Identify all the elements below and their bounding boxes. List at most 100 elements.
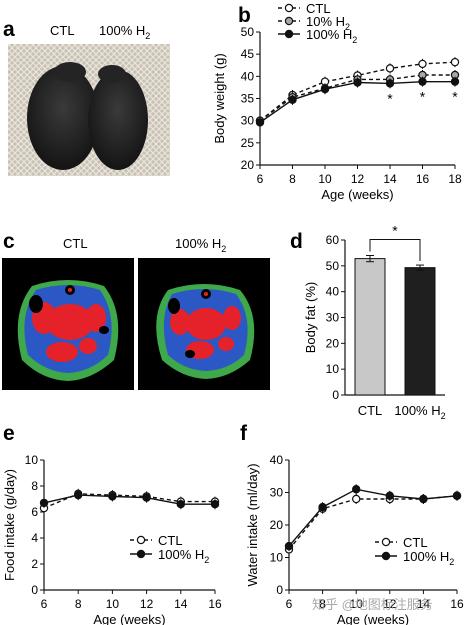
x-category-label-0: CTL (358, 403, 383, 418)
y-tick-label: 50 (326, 259, 340, 273)
panel-c: c CTL 100% H2 (2, 230, 270, 390)
panel-f-letter: f (240, 422, 248, 445)
x-tick-label: 10 (318, 172, 332, 186)
series-line-0 (43, 493, 215, 509)
series-line-1 (43, 494, 215, 505)
legend-label-0: CTL (158, 533, 183, 548)
x-category-label-1-main: 100% H (394, 403, 440, 418)
x-axis-label: Age (weeks) (321, 187, 393, 202)
y-tick-label: 45 (241, 47, 255, 61)
x-category-label-1-sub: 2 (441, 411, 446, 421)
panel-f: f 0 10 20 30 40 6 8 10 12 14 16 Age (weeks) Water in… (240, 422, 464, 625)
series-line-0 (288, 495, 458, 550)
data-point (450, 57, 460, 67)
significance-star: * (420, 89, 426, 105)
legend-label-0: CTL (306, 1, 331, 16)
y-tick-label: 2 (31, 557, 38, 571)
x-tick-label: 12 (351, 172, 365, 186)
legend-label-1-sub: 2 (345, 22, 350, 32)
x-tick-label: 8 (75, 597, 82, 611)
panel-c-label-h2-main: 100% H (175, 236, 221, 251)
y-tick-label: 50 (241, 25, 255, 39)
y-tick-label: 30 (326, 311, 340, 325)
legend-marker-0 (136, 535, 146, 545)
y-tick-label: 30 (270, 486, 284, 500)
y-tick-label: 10 (25, 453, 39, 467)
panel-e: e 0 2 4 6 8 10 6 8 10 12 14 16 Age (weeks) Food intak… (2, 422, 222, 625)
data-point (385, 79, 395, 88)
panel-e-letter: e (3, 422, 15, 445)
mouse-h2-photo (88, 70, 148, 170)
x-tick-label: 12 (140, 597, 154, 611)
x-tick-label: 14 (174, 597, 188, 611)
x-tick-label: 14 (383, 172, 397, 186)
panel-c-label-ctl: CTL (63, 236, 88, 251)
legend-label-0: CTL (403, 535, 428, 550)
x-tick-label: 14 (417, 597, 431, 611)
y-axis-label: Water intake (ml/day) (245, 463, 260, 586)
mouse-ctl-head (54, 62, 86, 82)
panel-a-label-h2: 100% H2 (99, 23, 150, 41)
y-tick-label: 20 (326, 336, 340, 350)
bar-1 (404, 267, 436, 396)
data-point (418, 59, 427, 69)
data-point (320, 84, 330, 94)
data-point (450, 77, 460, 86)
legend-marker-2 (284, 29, 294, 39)
x-tick-label: 12 (383, 597, 397, 611)
data-point (352, 485, 361, 494)
y-tick-label: 4 (31, 531, 38, 545)
legend-label-2: 100% H2 (306, 27, 357, 45)
panel-a-letter: a (3, 18, 15, 41)
data-point (284, 541, 294, 551)
bar-0 (354, 258, 386, 396)
y-tick-label: 20 (241, 158, 255, 172)
legend-label-1: 10% H2 (306, 14, 350, 32)
data-point (39, 498, 49, 508)
significance-star: * (392, 223, 398, 239)
data-point (385, 64, 395, 73)
y-tick-label: 6 (31, 505, 38, 519)
y-tick-label: 8 (31, 479, 38, 493)
legend-label-1: 100% H2 (403, 549, 454, 567)
data-point (73, 490, 83, 500)
data-point (385, 491, 394, 500)
x-tick-label: 6 (257, 172, 264, 186)
y-tick-label: 40 (270, 453, 284, 467)
panel-b-letter: b (238, 4, 251, 27)
data-point (452, 491, 462, 500)
x-category-label-1: 100% H2 (394, 403, 445, 421)
significance-star: * (452, 89, 458, 105)
panel-c-label-h2-sub: 2 (221, 244, 226, 254)
x-tick-label: 16 (208, 597, 222, 611)
y-axis-label: Body weight (g) (212, 53, 227, 143)
y-tick-label: 35 (241, 92, 255, 106)
y-tick-label: 60 (326, 233, 340, 247)
panel-a: a CTL 100% H2 (3, 18, 170, 176)
y-tick-label: 30 (241, 114, 255, 128)
y-tick-label: 0 (332, 388, 339, 402)
mouse-ctl-photo (27, 66, 99, 170)
x-tick-label: 18 (448, 172, 462, 186)
chart-body-weight: 20 25 30 35 40 45 50 6 8 10 12 14 16 18 Age (weeks) Bod… (212, 1, 462, 202)
x-tick-label: 8 (289, 172, 296, 186)
x-tick-label: 8 (319, 597, 326, 611)
y-tick-label: 40 (241, 69, 255, 83)
data-point (210, 500, 220, 509)
legend-marker-1 (136, 549, 146, 559)
y-tick-label: 0 (31, 583, 38, 597)
legend-label-1-main: 10% H (306, 14, 345, 29)
x-axis-label: Age (weeks) (337, 612, 409, 625)
significance-star: * (387, 90, 393, 106)
legend-label-1: 100% H2 (158, 547, 209, 565)
y-tick-label: 10 (270, 551, 284, 565)
legend-label-2-main: 100% H (306, 27, 352, 42)
y-tick-label: 10 (326, 362, 340, 376)
legend-label-1-main: 100% H (403, 549, 449, 564)
x-tick-label: 10 (350, 597, 364, 611)
panel-a-label-ctl: CTL (50, 23, 75, 38)
data-point (419, 494, 428, 504)
data-point (288, 95, 297, 105)
significance-bracket (369, 239, 421, 262)
data-point (352, 494, 361, 504)
